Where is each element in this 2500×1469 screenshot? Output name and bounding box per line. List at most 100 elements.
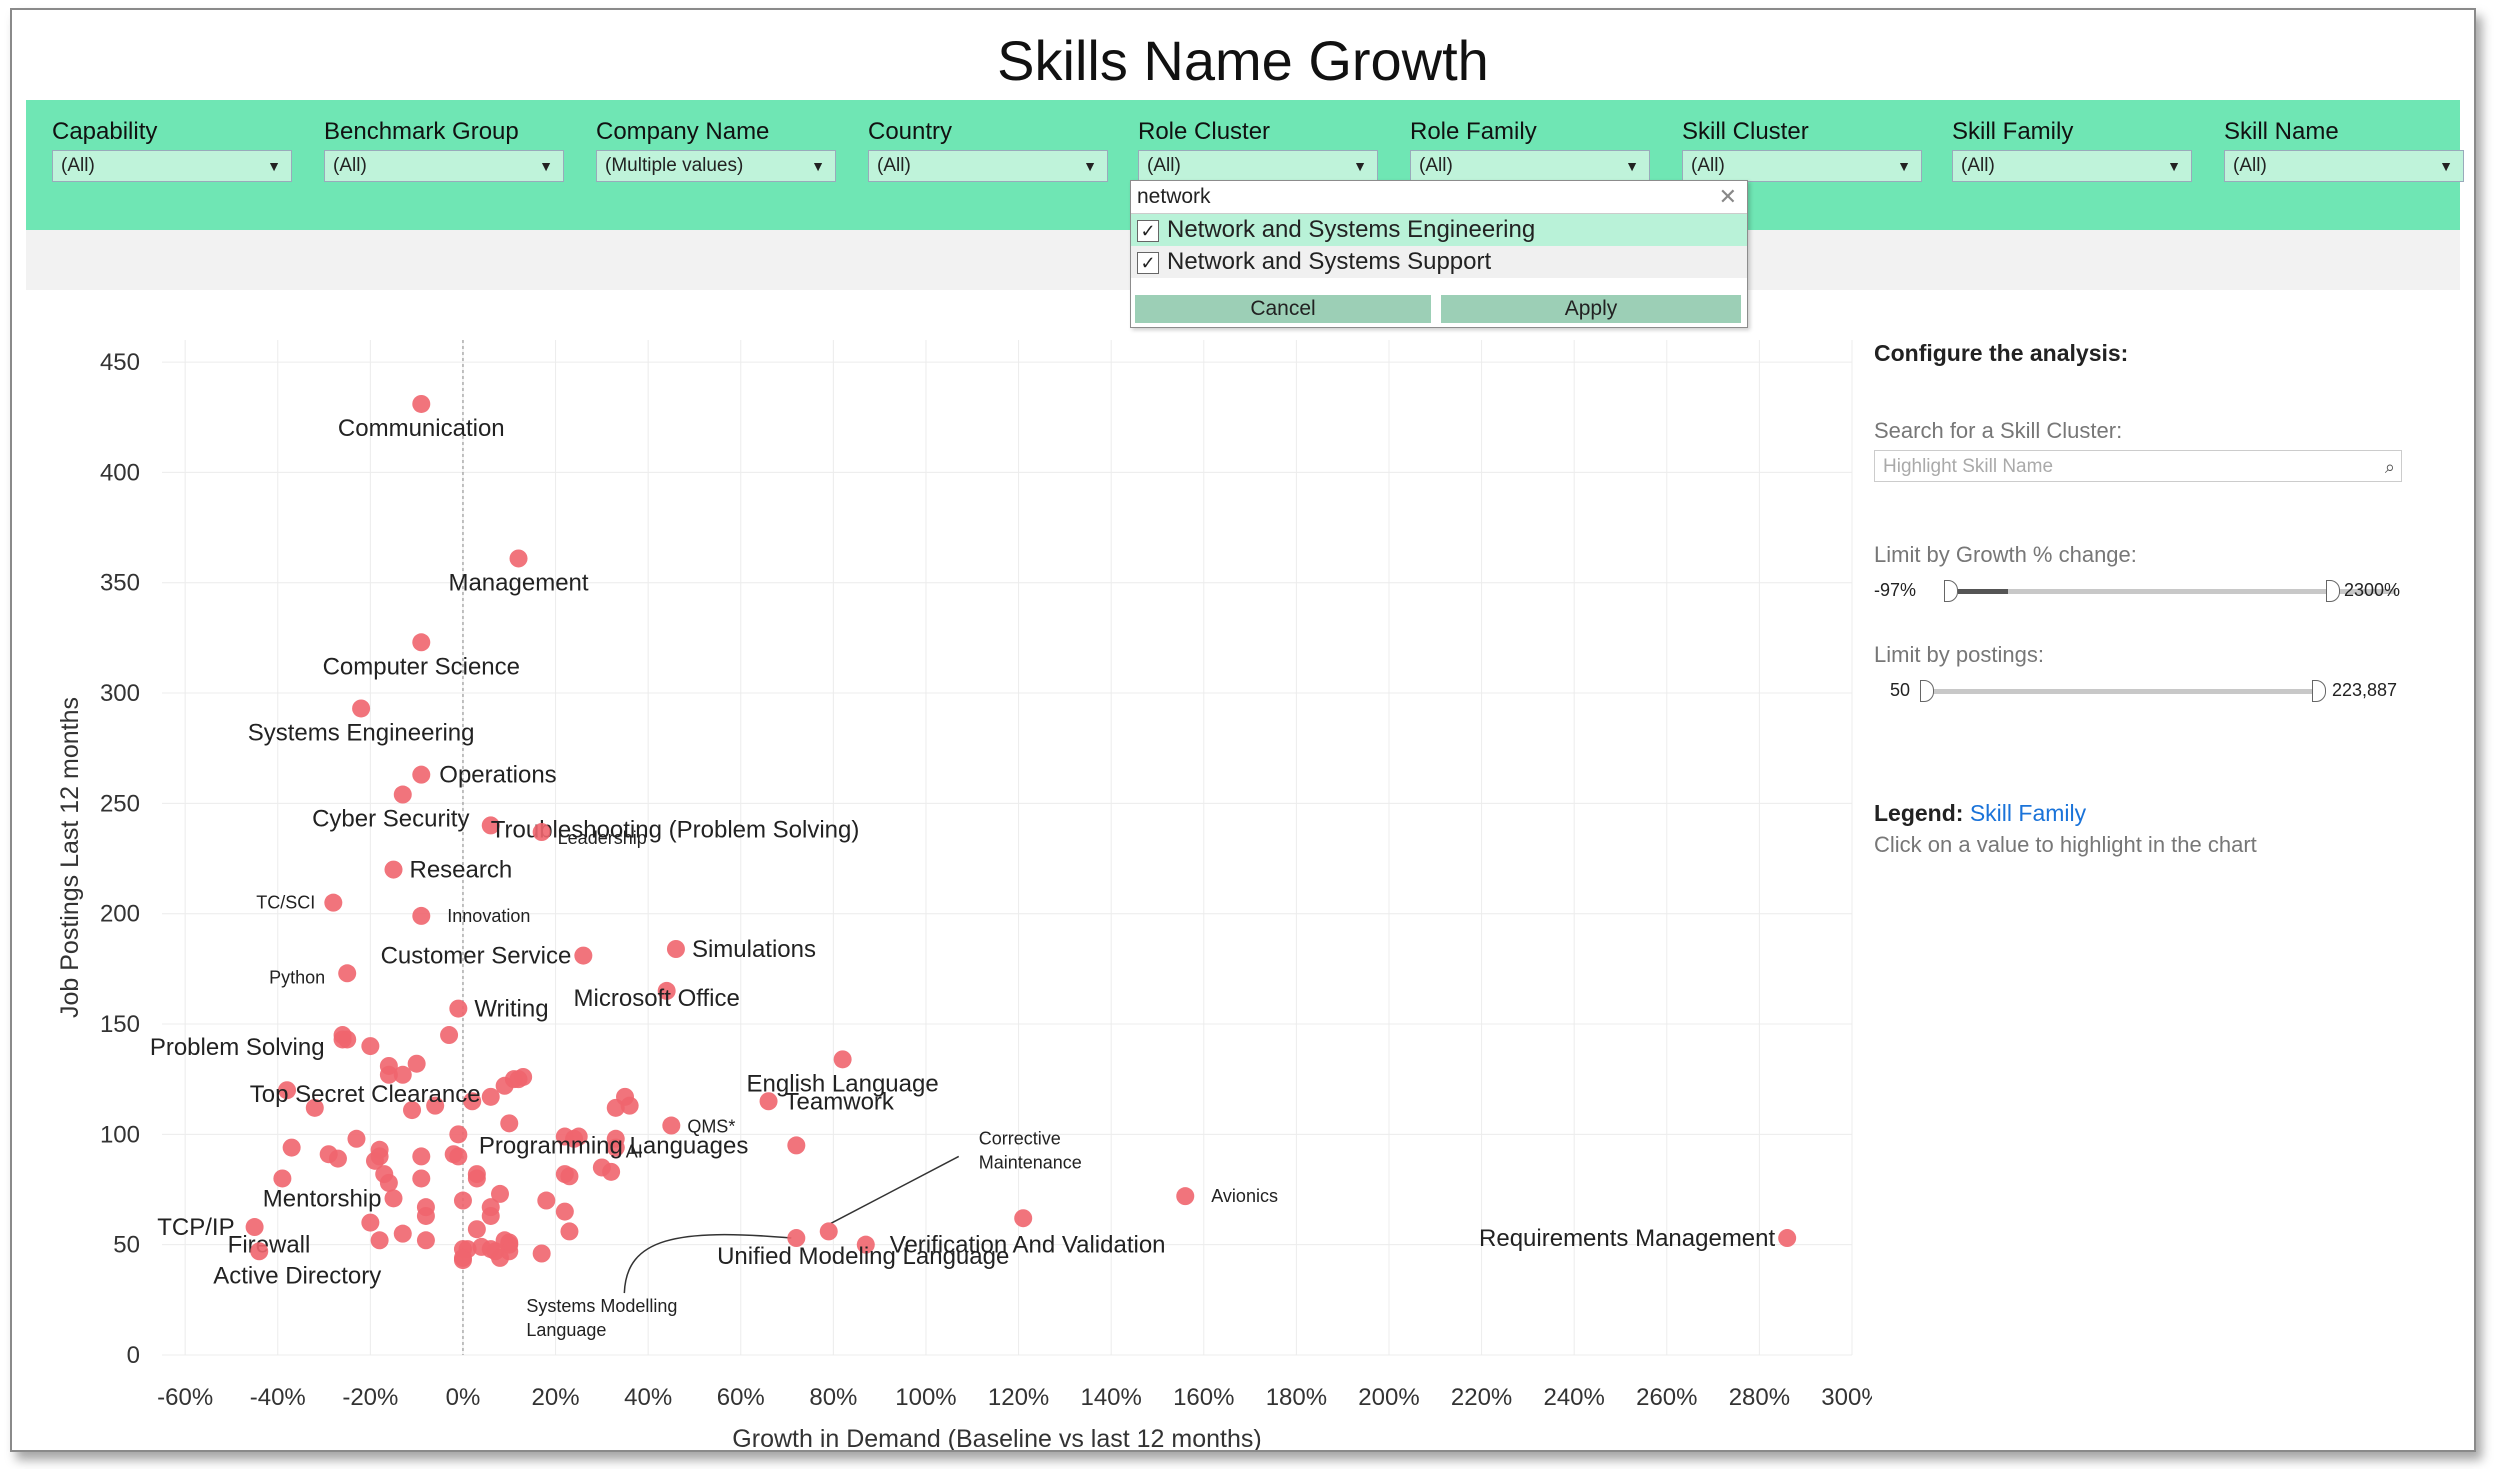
data-point xyxy=(759,1092,778,1111)
data-point xyxy=(509,549,528,568)
postings-min-value: 50 xyxy=(1890,680,1911,700)
benchmark-group-select[interactable]: (All) ▼ xyxy=(324,150,564,182)
search-placeholder: Highlight Skill Name xyxy=(1883,456,2054,477)
filter-value: (All) xyxy=(1691,155,1725,176)
postings-slider-min-handle[interactable] xyxy=(1920,680,1934,702)
point-label: AI xyxy=(626,1142,643,1162)
filter-value: (All) xyxy=(1419,155,1453,176)
x-tick-label: 120% xyxy=(988,1384,1049,1411)
data-point xyxy=(416,1198,435,1217)
dropdown-option[interactable]: ✓ Network and Systems Support xyxy=(1131,246,1747,278)
point-label: TC/SCI xyxy=(256,893,315,913)
apply-button[interactable]: Apply xyxy=(1441,295,1741,323)
postings-slider-track[interactable] xyxy=(1920,689,2320,694)
y-tick-label: 100 xyxy=(100,1121,140,1148)
data-point xyxy=(333,1026,352,1045)
x-tick-label: 300% xyxy=(1821,1384,1872,1411)
data-point xyxy=(481,816,500,835)
point-label: Verification And Validation xyxy=(890,1232,1166,1259)
data-point xyxy=(370,1147,389,1166)
dashboard-frame: Skills Name Growth Capability (All) ▼ Ben… xyxy=(10,8,2476,1452)
role-family-select[interactable]: (All) ▼ xyxy=(1410,150,1650,182)
data-point xyxy=(532,1244,551,1263)
data-point xyxy=(1014,1209,1033,1228)
company-name-select[interactable]: (Multiple values) ▼ xyxy=(596,150,836,182)
postings-slider-max-handle[interactable] xyxy=(2312,680,2326,702)
filter-label: Role Cluster xyxy=(1138,118,1271,145)
point-label: TCP/IP xyxy=(157,1214,234,1241)
dashboard-title: Skills Name Growth xyxy=(997,29,1489,92)
legend-link[interactable]: Skill Family xyxy=(1969,800,2087,826)
capability-select[interactable]: (All) ▼ xyxy=(52,150,292,182)
filter-label: Benchmark Group xyxy=(324,118,519,145)
growth-slider-min-handle[interactable] xyxy=(1944,580,1958,602)
growth-slider-fill xyxy=(1958,589,2008,594)
checkbox-checked-icon[interactable]: ✓ xyxy=(1137,251,1159,274)
skill-search-input[interactable]: Highlight Skill Name ⌕ xyxy=(1874,450,2402,482)
data-point xyxy=(560,1167,579,1186)
data-point xyxy=(412,1147,431,1166)
x-tick-label: -40% xyxy=(250,1384,306,1411)
growth-slider-max-handle[interactable] xyxy=(2326,580,2340,602)
data-point xyxy=(449,1147,468,1166)
dropdown-arrow-icon: ▼ xyxy=(267,158,281,174)
y-tick-label: 300 xyxy=(100,680,140,707)
growth-slider-track[interactable] xyxy=(1944,589,2396,594)
data-point xyxy=(245,1218,264,1237)
x-tick-label: -60% xyxy=(157,1384,213,1411)
x-tick-label: 0% xyxy=(446,1384,481,1411)
data-point xyxy=(500,1114,519,1133)
role-cluster-select[interactable]: (All) ▼ xyxy=(1138,150,1378,182)
y-axis-title: Job Postings Last 12 months xyxy=(56,697,84,1018)
data-point xyxy=(407,1054,426,1073)
x-tick-label: 240% xyxy=(1543,1384,1604,1411)
data-point xyxy=(250,1242,269,1261)
filter-skill-name: Skill Name (All) ▼ xyxy=(2224,118,2464,182)
clear-icon[interactable]: ✕ xyxy=(1718,184,1737,209)
x-tick-label: 80% xyxy=(809,1384,857,1411)
country-select[interactable]: (All) ▼ xyxy=(868,150,1108,182)
data-point xyxy=(384,860,403,879)
data-point xyxy=(278,1081,297,1100)
data-point xyxy=(467,1169,486,1188)
data-point xyxy=(560,1222,579,1241)
y-tick-label: 450 xyxy=(100,349,140,376)
point-label: Teamwork xyxy=(785,1088,895,1115)
data-point xyxy=(787,1229,806,1248)
cancel-button[interactable]: Cancel xyxy=(1135,295,1431,323)
data-point xyxy=(403,1101,422,1120)
checkbox-checked-icon[interactable]: ✓ xyxy=(1137,219,1159,242)
dropdown-option[interactable]: ✓ Network and Systems Engineering xyxy=(1131,214,1747,246)
skill-family-select[interactable]: (All) ▼ xyxy=(1952,150,2192,182)
point-label: Customer Service xyxy=(381,943,572,970)
data-point xyxy=(305,1098,324,1117)
dropdown-arrow-icon: ▼ xyxy=(1353,158,1367,174)
data-point xyxy=(319,1145,338,1164)
filter-label: Skill Cluster xyxy=(1682,118,1809,145)
data-point xyxy=(393,1065,412,1084)
point-label-line: Systems Modelling xyxy=(526,1296,677,1316)
annotation-connector xyxy=(623,1233,792,1294)
search-label: Search for a Skill Cluster: xyxy=(1874,418,2123,443)
data-point xyxy=(449,1125,468,1144)
filter-value: (All) xyxy=(1147,155,1181,176)
data-point xyxy=(416,1231,435,1250)
filter-label: Country xyxy=(868,118,953,145)
y-tick-label: 150 xyxy=(100,1011,140,1038)
data-point xyxy=(467,1220,486,1239)
skill-cluster-select[interactable]: (All) ▼ xyxy=(1682,150,1922,182)
dropdown-search-input[interactable]: network ✕ xyxy=(1131,181,1747,214)
point-label: Systems Modelling Language xyxy=(526,1296,677,1340)
point-label: Cyber Security xyxy=(312,806,469,833)
growth-limit-label: Limit by Growth % change: xyxy=(1874,542,2137,567)
skill-name-select[interactable]: (All) ▼ xyxy=(2224,150,2464,182)
data-point xyxy=(347,1129,366,1148)
x-tick-label: 160% xyxy=(1173,1384,1234,1411)
data-point xyxy=(282,1138,301,1157)
y-tick-label: 400 xyxy=(100,459,140,486)
data-point xyxy=(662,1116,681,1135)
data-point xyxy=(856,1235,875,1254)
data-point xyxy=(440,1026,459,1045)
y-tick-label: 0 xyxy=(127,1342,140,1369)
dropdown-option-label: Network and Systems Support xyxy=(1167,248,1492,275)
